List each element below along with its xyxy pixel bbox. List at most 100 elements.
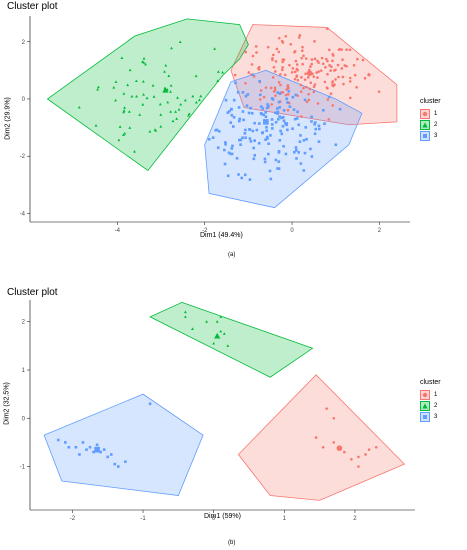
panel-a-ylabel: Dim2 (29.9%) [4,97,12,140]
legend-a-label-1: 1 [434,110,438,117]
panel-a-point-2 [191,94,195,98]
panel-a-point-3 [230,108,233,111]
panel-a-point-3 [211,136,215,139]
panel-a-point-3 [232,98,236,102]
panel-a-point-3 [226,111,230,114]
panel-a-point-3 [264,115,268,118]
panel-a-point-3 [264,138,267,141]
panel-a-point-3 [338,107,342,111]
panel-a-point-3 [265,135,269,139]
panel-a-point-1 [299,83,303,87]
panel-a-point-1 [329,92,333,95]
panel-a-point-1 [281,58,285,61]
panel-b-point-2 [183,310,187,314]
panel-a-point-3 [249,106,252,110]
panel-a-point-3 [244,128,247,132]
panel-b-point-3 [78,453,81,456]
panel-a-cluster-2-points [77,40,225,153]
panel-a-point-2 [194,74,198,78]
panel-a-point-1 [277,50,281,54]
panel-a-ytick-label: 0 [22,97,26,103]
panel-a-point-3 [294,146,298,149]
panel-a-point-2 [96,87,100,91]
panel-a-title: Cluster plot [7,1,58,12]
panel-a-point-1 [294,59,298,63]
panel-a-centroid-1 [306,70,313,77]
panel-a-point-2 [170,46,173,50]
panel-a-point-1 [296,78,300,82]
panel-a-point-1 [284,34,288,38]
panel-a-point-2 [112,86,116,89]
panel-a-point-3 [265,129,268,132]
panel-b-xtick-label: 0 [212,516,216,522]
panel-a-point-3 [263,160,267,164]
panel-b-point-2 [183,315,187,318]
panel-a-point-2 [159,125,163,128]
panel-a-point-2 [141,80,145,83]
panel-a-point-2 [114,98,117,102]
panel-a-point-1 [233,73,237,77]
panel-a-point-3 [244,94,248,98]
panel-a-point-2 [142,57,146,60]
panel-a-point-2 [183,98,187,102]
panel-a-point-3 [243,173,247,177]
panel-a-point-3 [262,113,265,117]
panel-a-point-1 [291,67,295,70]
panel-a-point-1 [307,98,311,102]
panel-a-point-1 [312,75,316,78]
panel-a-point-3 [288,105,292,109]
panel-a-point-3 [229,121,233,124]
panel-b-plot: -2 -1 0 1 2 -1 0 1 2 [20,300,415,522]
panel-a-point-3 [244,136,247,140]
panel-b-point-2 [191,327,194,331]
panel-a-point-1 [353,73,357,77]
panel-b-ytick-label: 1 [22,368,26,374]
panel-a-point-1 [309,65,312,68]
panel-a-point-2 [120,56,124,59]
panel-a-point-3 [270,118,274,121]
panel-a-point-2 [221,70,225,74]
panel-a-point-3 [287,89,291,93]
panel-a-plot: -4 -2 0 2 -4 -2 0 2 [20,16,410,234]
panel-a-point-2 [134,79,138,83]
panel-a-point-1 [341,58,344,62]
panel-b-point-1 [357,465,360,468]
panel-a-point-2 [164,63,168,67]
panel-a-point-2 [127,110,131,113]
panel-b-point-2 [219,329,223,333]
panel-a-point-2 [133,150,136,153]
panel-a-point-2 [96,85,100,89]
panel-a-point-1 [316,102,320,105]
panel-a-point-3 [310,120,313,123]
panel-a-point-3 [280,116,283,120]
panel-a-point-3 [248,128,252,131]
panel-a-point-2 [216,70,220,73]
panel-a-point-2 [128,126,132,129]
panel-a-point-1 [313,57,317,61]
panel-a-point-3 [280,132,284,136]
panel-a-point-1 [310,62,314,66]
panel-a-point-2 [194,100,198,104]
panel-a-caption: (a) [228,252,236,258]
panel-a-point-1 [247,71,251,74]
panel-a-point-3 [258,122,261,125]
panel-a-point-3 [313,122,316,126]
panel-a-point-1 [331,59,334,63]
panel-b-point-1 [343,450,346,454]
panel-a-point-1 [289,42,293,46]
panel-a-point-3 [291,95,295,99]
legend-b-key-1 [420,389,430,400]
panel-a-point-3 [267,152,270,156]
panel-b-point-3 [95,443,99,447]
panel-a-point-2 [178,40,182,44]
panel-a-point-1 [244,81,247,85]
panel-b-xtick-label: 1 [283,516,287,522]
panel-a-point-1 [244,50,248,54]
panel-a-point-1 [290,71,294,74]
panel-a-point-3 [286,101,289,104]
panel-a-point-1 [348,76,352,80]
panel-a-point-3 [249,139,253,143]
panel-a-point-3 [281,124,285,128]
panel-a-point-3 [271,123,274,126]
panel-a-point-3 [310,115,313,119]
